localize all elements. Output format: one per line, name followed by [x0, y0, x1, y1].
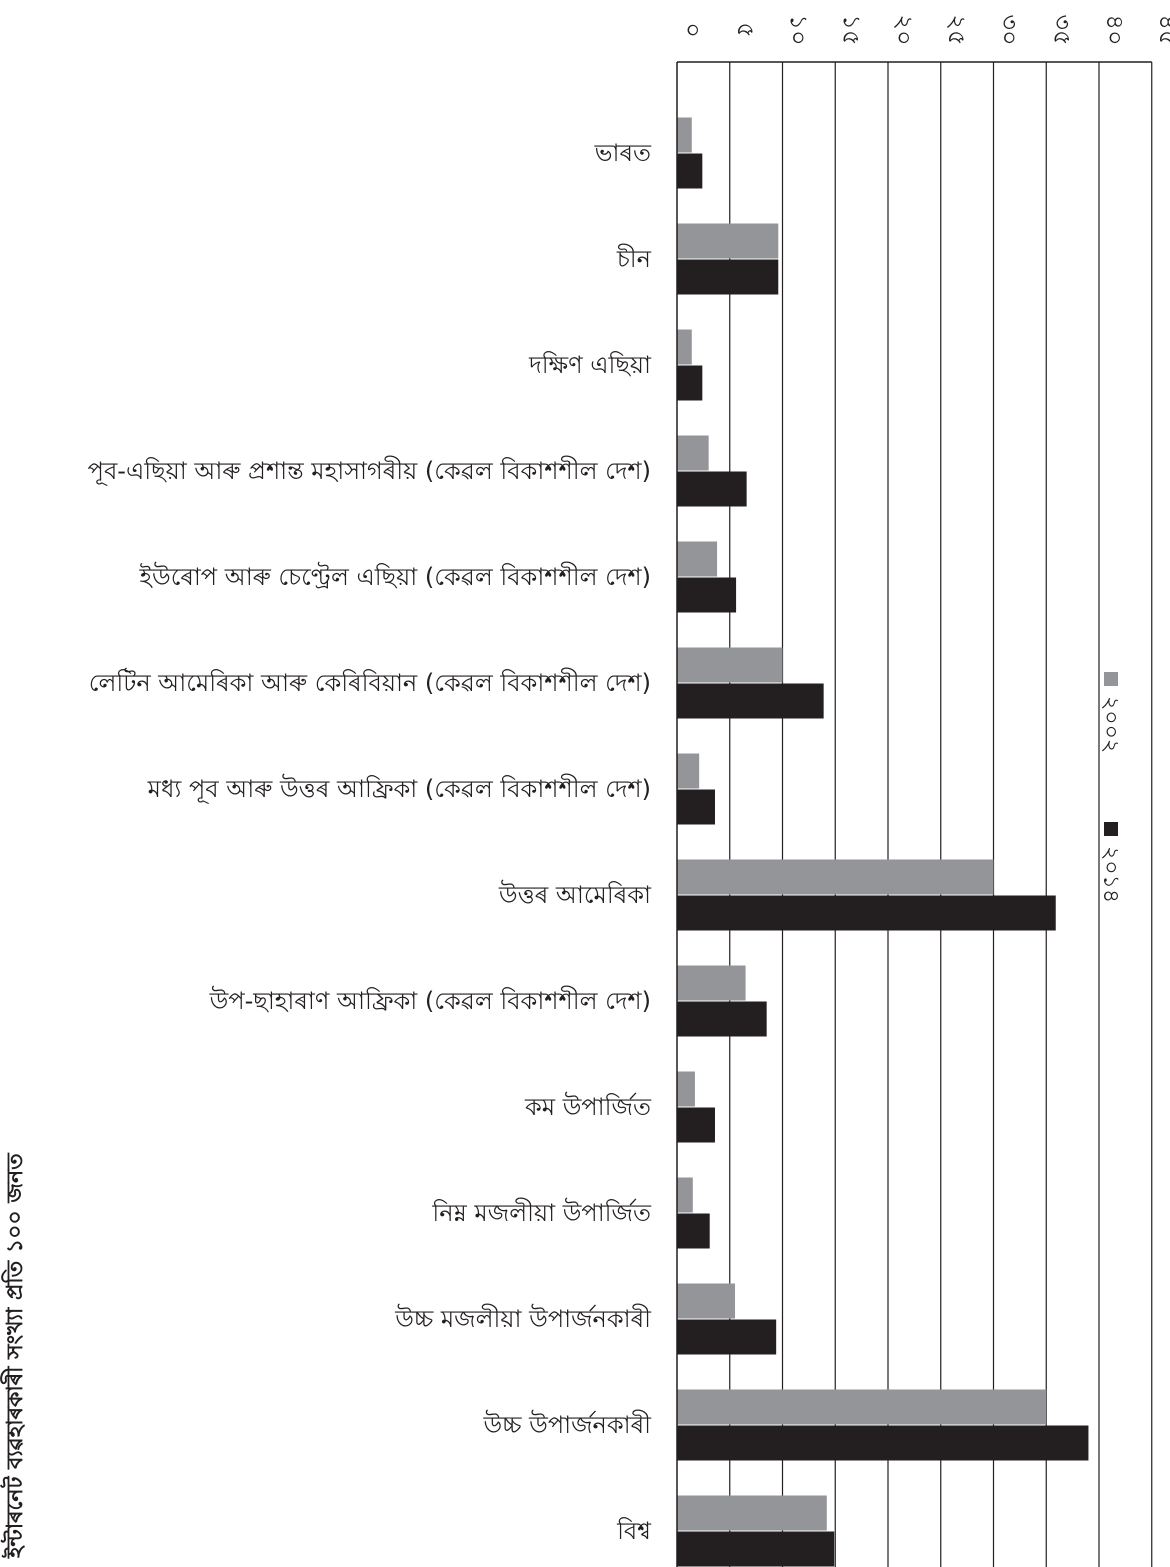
- bar-series-2: [677, 895, 1056, 931]
- category-labels: ভাৰত চীন দক্ষিণ এছিয়া পূব-এছিয়া আৰু প্ৰশা…: [88, 139, 653, 1545]
- x-tick-label: ৫: [732, 22, 760, 38]
- bar-series-1: [677, 859, 994, 895]
- legend: ২০০২ ২০১৪: [1098, 672, 1123, 903]
- bar-series-1: [677, 541, 718, 577]
- bar-series-2: [677, 259, 779, 295]
- legend-swatch: [1104, 672, 1118, 686]
- x-tick-label: ১০: [785, 14, 813, 45]
- category-label: উচ্চ উপাৰ্জনকাৰী: [483, 1410, 653, 1439]
- category-label: ভাৰত: [594, 139, 652, 167]
- bar-series-2: [677, 1425, 1089, 1461]
- bar-series-1: [677, 1177, 693, 1213]
- x-tick-labels: ০ ৫ ১০ ১৫ ২০ ২৫ ৩০ ৩৫ ৪০ ৪৫: [679, 14, 1170, 45]
- category-label: উচ্চ মজলীয়া উপাৰ্জনকাৰী: [394, 1304, 652, 1333]
- category-label: চীন: [616, 244, 652, 273]
- bar-series-1: [677, 1495, 827, 1531]
- legend-label: ২০০২: [1098, 696, 1123, 753]
- grid-lines: [729, 62, 1153, 1567]
- category-label: নিম্ন মজলীয়া উপাৰ্জিত: [431, 1198, 652, 1227]
- side-note: ইন্টাৰনেট ব্যৱহাৰকাৰী সংখ্যা প্ৰতি ১০০ জ…: [0, 1152, 28, 1559]
- legend-label: ২০১৪: [1098, 846, 1123, 903]
- bar-series-1: [677, 223, 779, 259]
- bar-series-2: [677, 1319, 777, 1355]
- x-tick-label: ২৫: [943, 14, 971, 45]
- side-note-group: ইন্টাৰনেট ব্যৱহাৰকাৰী সংখ্যা প্ৰতি ১০০ জ…: [0, 1152, 28, 1559]
- bar-series-1: [677, 1283, 736, 1319]
- bar-series-1: [677, 1071, 695, 1107]
- x-tick-label: ০: [679, 22, 707, 38]
- bar-series-2: [677, 1001, 767, 1037]
- category-label: উত্তৰ আমেৰিকা: [498, 880, 652, 909]
- category-label: দক্ষিণ এছিয়া: [528, 351, 652, 379]
- x-tick-label: ৩৫: [1048, 14, 1076, 45]
- category-label: লেটিন আমেৰিকা আৰু কেৰিবিয়ান (কেৱল বিকাশ…: [89, 668, 651, 697]
- legend-swatch: [1104, 822, 1118, 836]
- axis-frame: [676, 61, 1152, 1567]
- bar-series-2: [677, 577, 737, 613]
- bar-series-1: [677, 1389, 1047, 1425]
- bar-series-2: [677, 789, 715, 825]
- bar-series-1: [677, 647, 783, 683]
- x-tick-label: ২০: [890, 14, 918, 45]
- category-label: মধ্য পূব আৰু উত্তৰ আফ্ৰিকা (কেৱল বিকাশশী…: [147, 774, 651, 803]
- x-tick-label: ৪৫: [1154, 14, 1170, 45]
- bars: [677, 117, 1089, 1567]
- x-tick-label: ৩০: [996, 14, 1024, 45]
- bar-series-1: [677, 117, 692, 153]
- bar-series-2: [677, 1107, 715, 1143]
- bar-series-2: [677, 1213, 710, 1249]
- category-label: বিশ্ব: [616, 1517, 652, 1545]
- bar-series-2: [677, 153, 703, 189]
- bar-series-2: [677, 683, 824, 719]
- bar-series-1: [677, 435, 709, 471]
- x-tick-label: ১৫: [837, 14, 865, 45]
- bar-series-2: [677, 471, 747, 507]
- bar-series-1: [677, 329, 692, 365]
- bar-series-1: [677, 753, 700, 789]
- category-label: ইউৰোপ আৰু চেণ্ট্ৰেল এছিয়া (কেৱল বিকাশশী…: [139, 562, 651, 591]
- bar-series-1: [677, 965, 746, 1001]
- bar-series-2: [677, 365, 703, 401]
- x-tick-label: ৪০: [1101, 14, 1129, 45]
- category-label: উপ-ছাহাৰাণ আফ্ৰিকা (কেৱল বিকাশশীল দেশ): [209, 986, 651, 1015]
- category-label: কম উপাৰ্জিত: [524, 1092, 652, 1121]
- bar-series-2: [677, 1531, 835, 1567]
- category-label: পূব-এছিয়া আৰু প্ৰশান্ত মহাসাগৰীয় (কেৱল…: [88, 456, 651, 485]
